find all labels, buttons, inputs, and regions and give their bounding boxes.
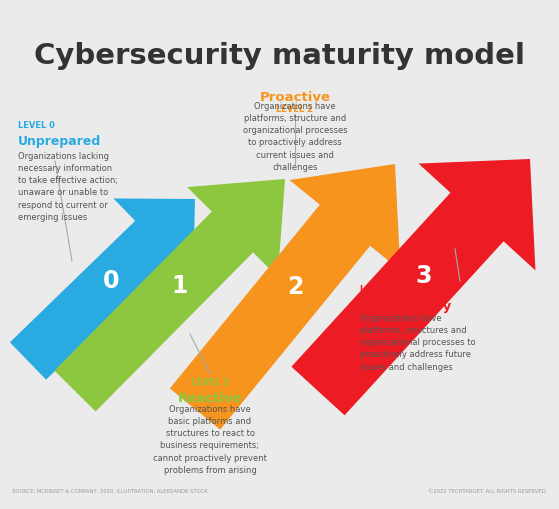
Text: Organizations lacking
necessary information
to take effective action;
unaware or: Organizations lacking necessary informat…: [18, 152, 118, 221]
Polygon shape: [10, 199, 195, 380]
Text: ©2022 TECHTARGET. ALL RIGHTS RESERVED.: ©2022 TECHTARGET. ALL RIGHTS RESERVED.: [428, 488, 547, 493]
Text: Organizations have
platforms, structure and
organizational processes
to proactiv: Organizations have platforms, structure …: [243, 102, 347, 172]
Text: Organizations have
platforms, structures and
organizational processes to
proacti: Organizations have platforms, structures…: [360, 314, 476, 371]
Polygon shape: [170, 165, 400, 430]
Text: Cybersecurity maturity model: Cybersecurity maturity model: [35, 42, 525, 70]
Text: SOURCE: MCKINSEY & COMPANY, 2020. ILLUSTRATION: ALEKSANDR STOCK: SOURCE: MCKINSEY & COMPANY, 2020. ILLUST…: [12, 488, 208, 493]
Polygon shape: [291, 160, 536, 415]
Text: Unprepared: Unprepared: [18, 135, 101, 148]
Text: 1: 1: [172, 273, 188, 297]
Text: Organizations have
basic platforms and
structures to react to
business requireme: Organizations have basic platforms and s…: [153, 404, 267, 474]
Text: 0: 0: [103, 268, 120, 293]
Text: LEVEL 2: LEVEL 2: [277, 105, 314, 114]
Text: 2: 2: [287, 275, 303, 299]
Text: LEVEL 3: LEVEL 3: [360, 285, 397, 293]
Text: Proactive: Proactive: [259, 91, 330, 104]
Text: 3: 3: [416, 264, 432, 288]
Polygon shape: [54, 180, 285, 412]
Text: LEVEL 1: LEVEL 1: [192, 377, 229, 386]
Text: Anticipatory: Anticipatory: [360, 299, 452, 313]
Text: Reactive: Reactive: [178, 391, 242, 404]
Text: LEVEL 0: LEVEL 0: [18, 121, 55, 130]
